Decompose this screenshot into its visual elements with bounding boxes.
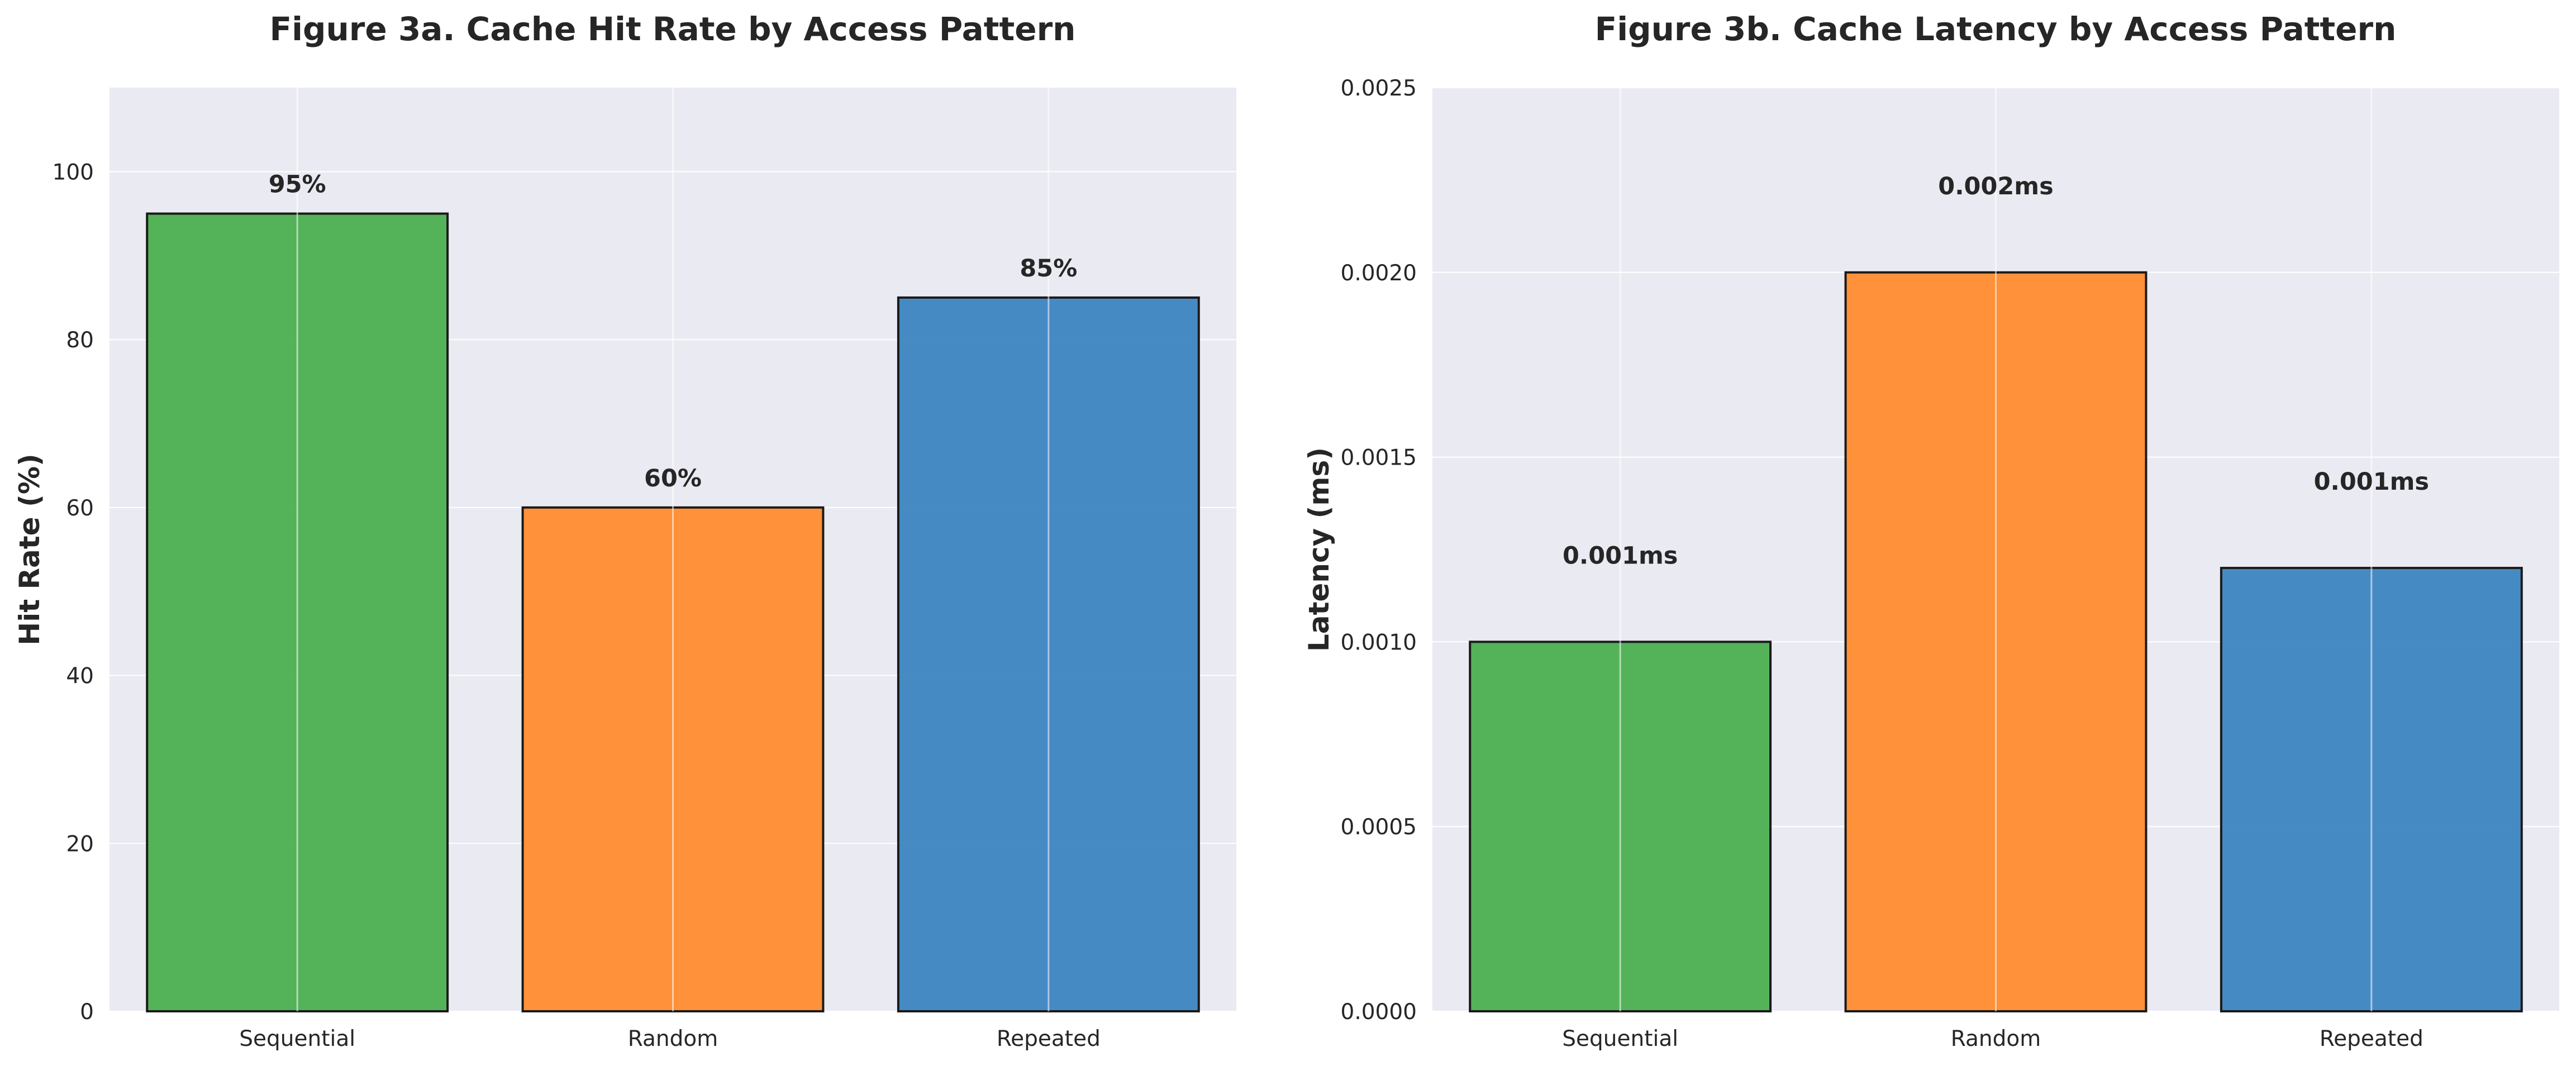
y-tick-label: 0.0025 bbox=[1341, 76, 1417, 101]
y-ticks-hit-rate: 0 20 40 60 80 100 bbox=[53, 160, 94, 1025]
x-tick-label: Repeated bbox=[997, 1026, 1101, 1051]
y-tick-label: 0.0010 bbox=[1341, 630, 1417, 655]
data-label-sequential: 0.001ms bbox=[1563, 542, 1678, 570]
x-ticks-hit-rate: Sequential Random Repeated bbox=[239, 1026, 1101, 1051]
x-ticks-latency: Sequential Random Repeated bbox=[1562, 1026, 2423, 1051]
bars-latency bbox=[1469, 88, 2523, 1012]
y-tick-label: 80 bbox=[66, 328, 94, 353]
chart-latency: 0.001ms 0.002ms 0.001ms 0.0000 0.0005 0.0010… bbox=[1303, 10, 2559, 1051]
y-tick-label: 0.0015 bbox=[1341, 446, 1417, 471]
x-tick-label: Sequential bbox=[1562, 1026, 1678, 1051]
data-labels-hit-rate: 95% 60% 85% bbox=[269, 171, 1078, 493]
y-tick-label: 20 bbox=[66, 831, 94, 857]
chart-title-hit-rate: Figure 3a. Cache Hit Rate by Access Patt… bbox=[270, 10, 1076, 48]
data-label-random: 0.002ms bbox=[1938, 173, 2053, 200]
y-tick-label: 0 bbox=[80, 1000, 94, 1025]
y-tick-label: 0.0020 bbox=[1341, 261, 1417, 286]
x-tick-label: Sequential bbox=[239, 1026, 355, 1051]
data-label-repeated: 0.001ms bbox=[2314, 468, 2429, 496]
chart-hit-rate: 95% 60% 85% 0 20 40 60 80 100 Sequential Random R… bbox=[13, 10, 1236, 1051]
y-tick-label: 100 bbox=[53, 160, 94, 185]
x-tick-label: Random bbox=[1951, 1026, 2041, 1051]
y-tick-label: 40 bbox=[66, 664, 94, 689]
data-label-random: 60% bbox=[644, 465, 702, 493]
y-tick-label: 60 bbox=[66, 496, 94, 521]
x-tick-label: Random bbox=[628, 1026, 718, 1051]
y-tick-label: 0.0000 bbox=[1341, 1000, 1417, 1025]
y-axis-label-latency: Latency (ms) bbox=[1303, 447, 1335, 652]
data-label-repeated: 85% bbox=[1020, 255, 1077, 283]
chart-title-latency: Figure 3b. Cache Latency by Access Patte… bbox=[1595, 10, 2397, 48]
data-label-sequential: 95% bbox=[269, 171, 326, 199]
y-ticks-latency: 0.0000 0.0005 0.0010 0.0015 0.0020 0.0025 bbox=[1341, 76, 1417, 1025]
y-axis-label-hit-rate: Hit Rate (%) bbox=[13, 453, 46, 646]
data-labels-latency: 0.001ms 0.002ms 0.001ms bbox=[1563, 173, 2429, 570]
y-tick-label: 0.0005 bbox=[1341, 815, 1417, 840]
x-tick-label: Repeated bbox=[2320, 1026, 2423, 1051]
bars-hit-rate bbox=[146, 88, 1200, 1013]
